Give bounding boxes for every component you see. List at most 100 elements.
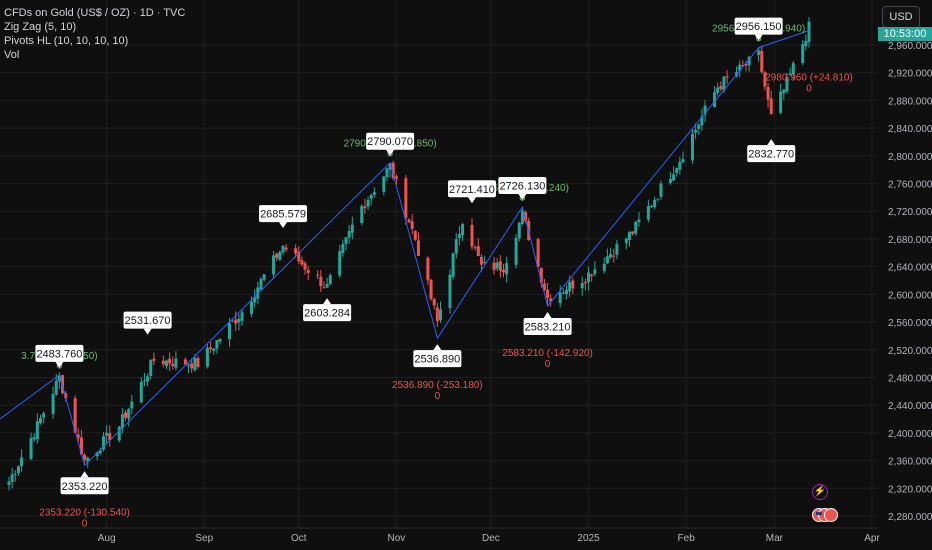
price-axis[interactable]: 2,960.000 2,920.000 2,880.000 2,840.000 2,80…	[888, 41, 932, 523]
candle-body	[539, 268, 543, 283]
candle-body	[738, 64, 742, 71]
pivot-label: 2536.890	[413, 344, 462, 368]
time-tick-label: Dec	[482, 533, 500, 544]
lightning-icon[interactable]: ⚡	[812, 484, 828, 500]
candle-body	[697, 124, 701, 129]
candle-body	[171, 363, 175, 366]
pivot-price-text: 2603.284	[304, 308, 350, 320]
zigzag-change-label: 2583.210 (-142.920)	[502, 348, 593, 359]
candle-body	[190, 363, 194, 369]
candle-body	[634, 221, 638, 234]
candle-body	[86, 457, 90, 462]
candle-body	[272, 255, 276, 275]
candle-body	[681, 159, 685, 163]
price-tick-label: 2,640.000	[888, 263, 932, 274]
candle-body	[20, 457, 24, 467]
candle-body	[782, 89, 786, 94]
candle-body	[61, 375, 65, 394]
candle-body	[514, 237, 518, 265]
candle-body	[659, 183, 663, 197]
candle-body	[284, 247, 288, 250]
zigzag-zero-label: 0	[806, 83, 812, 94]
price-tick-label: 2,280.000	[888, 512, 932, 523]
us-flag-events-icon[interactable]	[812, 508, 840, 522]
candle-body	[492, 262, 496, 271]
candle-body	[250, 301, 254, 315]
candle-body	[407, 219, 411, 223]
candle-body	[791, 63, 795, 75]
time-tick-label: Apr	[864, 533, 880, 544]
pivot-price-text: 2956.150	[736, 21, 782, 33]
candle-body	[568, 282, 572, 292]
candle-body	[303, 263, 307, 270]
candle-body	[300, 260, 304, 265]
pivot-price-text: 2721.410	[449, 184, 495, 196]
candle-body	[602, 263, 606, 272]
candle-body	[457, 234, 461, 239]
pivot-price-text: 2536.890	[414, 354, 460, 366]
candle-body	[517, 222, 521, 239]
candle-body	[694, 129, 698, 133]
candle-body	[524, 212, 528, 221]
candle-body	[98, 450, 102, 453]
candle-body	[520, 210, 524, 224]
candle-body	[193, 358, 197, 371]
candle-body	[605, 256, 609, 264]
candle-body	[722, 76, 726, 91]
candle-body	[609, 254, 613, 258]
candle-body	[580, 282, 584, 289]
time-tick-label: Feb	[678, 533, 696, 544]
candle-body	[653, 199, 657, 208]
candle-body	[325, 284, 329, 288]
candle-body	[785, 76, 789, 92]
candle-body	[196, 358, 200, 367]
candle-body	[627, 232, 631, 241]
candle-body	[498, 261, 502, 271]
candle-body	[278, 251, 282, 260]
candle-body	[646, 206, 650, 220]
candle-body	[454, 239, 458, 254]
candle-body	[757, 50, 761, 55]
volume-indicator-label[interactable]: Vol	[4, 49, 20, 61]
candle-body	[382, 176, 386, 192]
candle-body	[363, 206, 367, 209]
time-tick-label: Sep	[195, 533, 213, 544]
candle-body	[461, 224, 465, 236]
candle-body	[675, 168, 679, 174]
candle-body	[678, 161, 682, 170]
chart-legend: CFDs on Gold (US$ / OZ) · 1D · TVC Zig Z…	[4, 6, 185, 62]
pivot-label: 2353.220	[60, 471, 109, 495]
candle-body	[275, 253, 279, 259]
candle-body	[146, 376, 150, 382]
candle-body	[413, 230, 417, 240]
time-tick-label: 2025	[577, 533, 600, 544]
candle-body	[76, 434, 80, 438]
price-tick-label: 2,480.000	[888, 373, 932, 384]
price-tick-label: 2,760.000	[888, 180, 932, 191]
candle-body	[760, 50, 764, 73]
candle-body	[470, 224, 474, 247]
pivots-indicator-label[interactable]: Pivots HL (10, 10, 10, 10)	[4, 35, 129, 47]
candle-body	[227, 323, 231, 340]
currency-button[interactable]: USD	[882, 6, 920, 28]
zigzag-indicator-label[interactable]: Zig Zag (5, 10)	[4, 21, 77, 33]
candle-body	[769, 98, 773, 115]
pivot-label: 2956.150	[734, 17, 783, 41]
price-tick-label: 2,720.000	[888, 207, 932, 218]
pivot-label: 2721.410	[447, 180, 496, 204]
pivot-label: 2583.210	[523, 311, 572, 335]
zigzag-zero-label: 0	[435, 391, 441, 402]
price-tick-label: 2,440.000	[888, 401, 932, 412]
symbol-title[interactable]: CFDs on Gold (US$ / OZ) · 1D · TVC	[4, 7, 186, 19]
candle-body	[234, 319, 238, 324]
price-tick-label: 2,840.000	[888, 124, 932, 135]
zigzag-line	[0, 30, 810, 467]
zigzag-zero-label: 0	[545, 359, 551, 370]
candle-body	[716, 87, 720, 93]
price-tick-label: 2,520.000	[888, 346, 932, 357]
candle-body	[294, 248, 298, 254]
time-axis[interactable]: Aug Sep Oct Nov Dec 2025 Feb Mar Apr	[0, 527, 880, 544]
candle-body	[536, 239, 540, 267]
time-tick-label: Mar	[766, 533, 784, 544]
